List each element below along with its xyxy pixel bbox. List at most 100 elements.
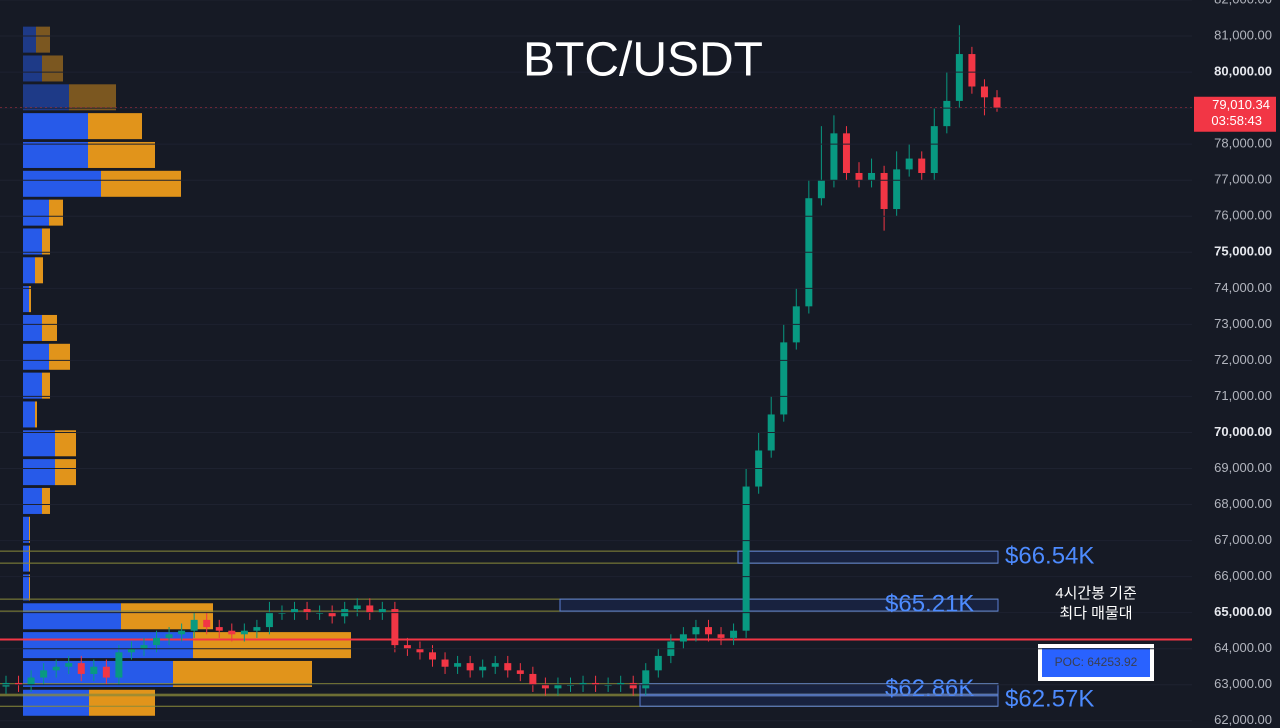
profile-sell bbox=[55, 430, 76, 457]
candle-body bbox=[579, 682, 587, 685]
candle-body bbox=[504, 663, 512, 671]
profile-sell bbox=[35, 401, 37, 428]
profile-sell bbox=[121, 603, 213, 630]
candle-body bbox=[742, 486, 750, 631]
candle-body bbox=[629, 682, 637, 689]
price-tag-value: 79,010.34 bbox=[1212, 97, 1270, 112]
profile-sell bbox=[55, 459, 76, 486]
profile-buy bbox=[23, 516, 29, 543]
candle-body bbox=[303, 609, 311, 613]
candle-body bbox=[366, 605, 374, 613]
profile-sell bbox=[29, 545, 30, 572]
y-tick-label: 63,000.00 bbox=[1214, 676, 1272, 691]
candle-body bbox=[454, 663, 462, 667]
candle-body bbox=[90, 666, 98, 674]
candle-body bbox=[165, 634, 173, 638]
candle-body bbox=[378, 609, 386, 613]
level-label: $62.86K bbox=[885, 675, 974, 702]
profile-buy bbox=[23, 141, 88, 168]
level-label: $66.54K bbox=[1005, 543, 1094, 570]
y-tick-label: 81,000.00 bbox=[1214, 27, 1272, 42]
profile-buy bbox=[23, 113, 88, 140]
candle-body bbox=[893, 169, 901, 210]
candle-body bbox=[529, 673, 537, 685]
candle-body bbox=[842, 133, 850, 173]
candle-body bbox=[190, 619, 198, 631]
candle-body bbox=[416, 648, 424, 653]
candle-body bbox=[353, 605, 361, 610]
profile-sell bbox=[29, 516, 30, 543]
y-tick-label: 75,000.00 bbox=[1214, 244, 1272, 259]
profile-sell bbox=[193, 632, 351, 659]
profile-buy bbox=[23, 314, 42, 341]
candle-body bbox=[642, 670, 650, 689]
level-zone bbox=[639, 683, 999, 697]
candle-body bbox=[52, 666, 60, 671]
candle-body bbox=[228, 630, 236, 635]
level-label: $65.21K bbox=[885, 590, 974, 617]
y-tick-label: 68,000.00 bbox=[1214, 496, 1272, 511]
profile-sell bbox=[49, 343, 70, 370]
candle-body bbox=[868, 172, 876, 181]
profile-buy bbox=[23, 372, 42, 399]
y-tick-label: 69,000.00 bbox=[1214, 460, 1272, 475]
candle-body bbox=[240, 630, 248, 635]
candle-body bbox=[968, 54, 976, 87]
profile-sell bbox=[29, 574, 30, 601]
candle-body bbox=[403, 645, 411, 649]
level-label: $62.57K bbox=[1005, 686, 1094, 713]
profile-buy bbox=[23, 545, 29, 572]
annotation: 4시간봉 기준 bbox=[1055, 585, 1137, 602]
profile-buy bbox=[23, 430, 55, 457]
candle-body bbox=[855, 172, 863, 181]
y-tick-label: 67,000.00 bbox=[1214, 532, 1272, 547]
profile-sell bbox=[29, 286, 31, 313]
profile-buy bbox=[23, 84, 69, 111]
y-tick-label: 76,000.00 bbox=[1214, 208, 1272, 223]
level-zone bbox=[639, 693, 999, 707]
candle-body bbox=[65, 663, 73, 667]
candle-body bbox=[930, 126, 938, 173]
y-tick-label: 70,000.00 bbox=[1214, 424, 1272, 439]
candle-body bbox=[554, 684, 562, 689]
profile-buy bbox=[23, 228, 42, 255]
candle-body bbox=[40, 670, 48, 678]
profile-sell bbox=[42, 314, 57, 341]
candle-body bbox=[441, 659, 449, 667]
profile-sell bbox=[42, 372, 50, 399]
candle-body bbox=[679, 634, 687, 642]
profile-sell bbox=[69, 84, 116, 111]
profile-buy bbox=[23, 401, 35, 428]
profile-buy bbox=[23, 257, 35, 284]
price-tag bbox=[1194, 96, 1276, 132]
candle-body bbox=[102, 666, 110, 678]
profile-buy bbox=[23, 459, 55, 486]
candle-body bbox=[780, 342, 788, 415]
profile-buy bbox=[23, 574, 29, 601]
y-tick-label: 65,000.00 bbox=[1214, 604, 1272, 619]
candle-body bbox=[140, 645, 148, 649]
profile-buy bbox=[23, 632, 193, 659]
profile-sell bbox=[42, 228, 50, 255]
profile-buy bbox=[23, 660, 173, 687]
profile-sell bbox=[42, 55, 63, 82]
candle-body bbox=[943, 100, 951, 127]
y-tick-label: 72,000.00 bbox=[1214, 352, 1272, 367]
candle-body bbox=[717, 634, 725, 638]
y-tick-label: 78,000.00 bbox=[1214, 136, 1272, 151]
y-tick-label: 82,000.00 bbox=[1214, 0, 1272, 6]
profile-sell bbox=[36, 26, 50, 53]
candle-body bbox=[817, 180, 825, 199]
candle-body bbox=[980, 86, 988, 98]
y-tick-label: 74,000.00 bbox=[1214, 280, 1272, 295]
poc-box bbox=[1042, 648, 1150, 677]
candle-body bbox=[253, 627, 261, 631]
candle-body bbox=[516, 670, 524, 674]
chart-title: BTC/USDT bbox=[523, 34, 763, 87]
candle-body bbox=[27, 677, 35, 685]
candle-body bbox=[328, 612, 336, 617]
candle-body bbox=[291, 609, 299, 613]
profile-buy bbox=[23, 26, 36, 53]
level-zone bbox=[559, 598, 999, 612]
